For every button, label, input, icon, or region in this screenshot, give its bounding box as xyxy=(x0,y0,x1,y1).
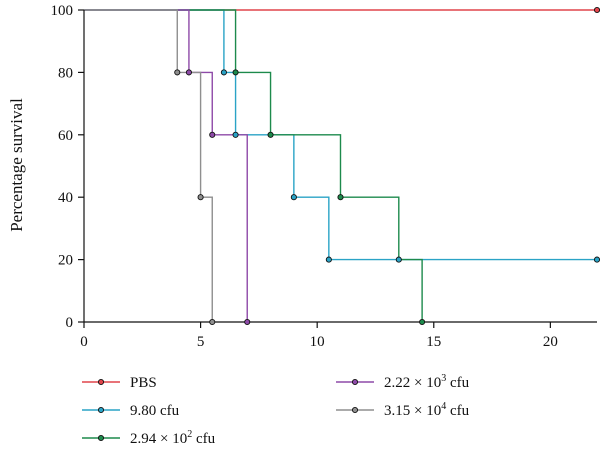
y-tick-label-3: 60 xyxy=(58,128,73,144)
legend-swatch-marker-0 xyxy=(97,378,105,386)
series-layer xyxy=(84,9,597,322)
data-point-7 xyxy=(232,69,239,76)
data-point-12 xyxy=(209,131,216,138)
legend-swatch-marker-1 xyxy=(97,406,105,414)
data-point-13 xyxy=(244,318,251,326)
data-point-5 xyxy=(395,256,402,263)
data-point-1 xyxy=(220,69,227,76)
y-tick-label-2: 40 xyxy=(58,190,73,206)
legend-swatch-marker-2 xyxy=(97,434,105,442)
y-tick-label-0: 0 xyxy=(66,315,74,331)
x-tick-label-2: 10 xyxy=(310,334,325,350)
data-point-15 xyxy=(197,194,204,201)
axes-layer xyxy=(83,10,597,323)
y-tick-label-1: 20 xyxy=(58,253,73,269)
series-line-2 xyxy=(84,9,423,322)
series-line-4 xyxy=(84,9,213,322)
legend-label-3: 2.22 × 103 cfu xyxy=(384,373,470,391)
data-point-4 xyxy=(325,256,332,263)
x-tick-label-3: 15 xyxy=(426,334,441,350)
data-point-2 xyxy=(232,131,239,138)
y-tick-label-4: 80 xyxy=(58,65,73,81)
data-point-3 xyxy=(290,194,297,201)
data-point-8 xyxy=(267,131,274,138)
marker-layer xyxy=(174,6,600,326)
legend: PBS 9.80 cfu 2.94 × 102 cfu 2.22 × 103 cfu 3… xyxy=(82,373,470,447)
data-point-14 xyxy=(174,69,181,76)
data-point-9 xyxy=(337,194,344,201)
y-axis-label: Percentage survival xyxy=(7,98,26,232)
data-point-0 xyxy=(593,6,600,14)
data-point-6 xyxy=(593,256,600,263)
x-tick-label-4: 20 xyxy=(543,334,558,350)
data-point-16 xyxy=(209,318,216,326)
legend-label-2: 2.94 × 102 cfu xyxy=(130,429,216,447)
legend-label-4: 3.15 × 104 cfu xyxy=(384,401,470,419)
series-line-3 xyxy=(84,9,248,322)
series-line-1 xyxy=(84,9,597,261)
legend-swatch-marker-4 xyxy=(351,406,359,414)
legend-label-1: 9.80 cfu xyxy=(130,403,180,419)
legend-swatch-marker-3 xyxy=(351,378,359,386)
ticks-layer: 0 5 10 15 20 0 20 40 60 80 100 xyxy=(51,3,558,350)
data-point-11 xyxy=(185,69,192,76)
x-tick-label-0: 0 xyxy=(80,334,88,350)
x-tick-label-1: 5 xyxy=(197,334,205,350)
legend-label-0: PBS xyxy=(130,375,157,391)
y-tick-label-5: 100 xyxy=(51,3,74,19)
data-point-10 xyxy=(419,318,426,326)
